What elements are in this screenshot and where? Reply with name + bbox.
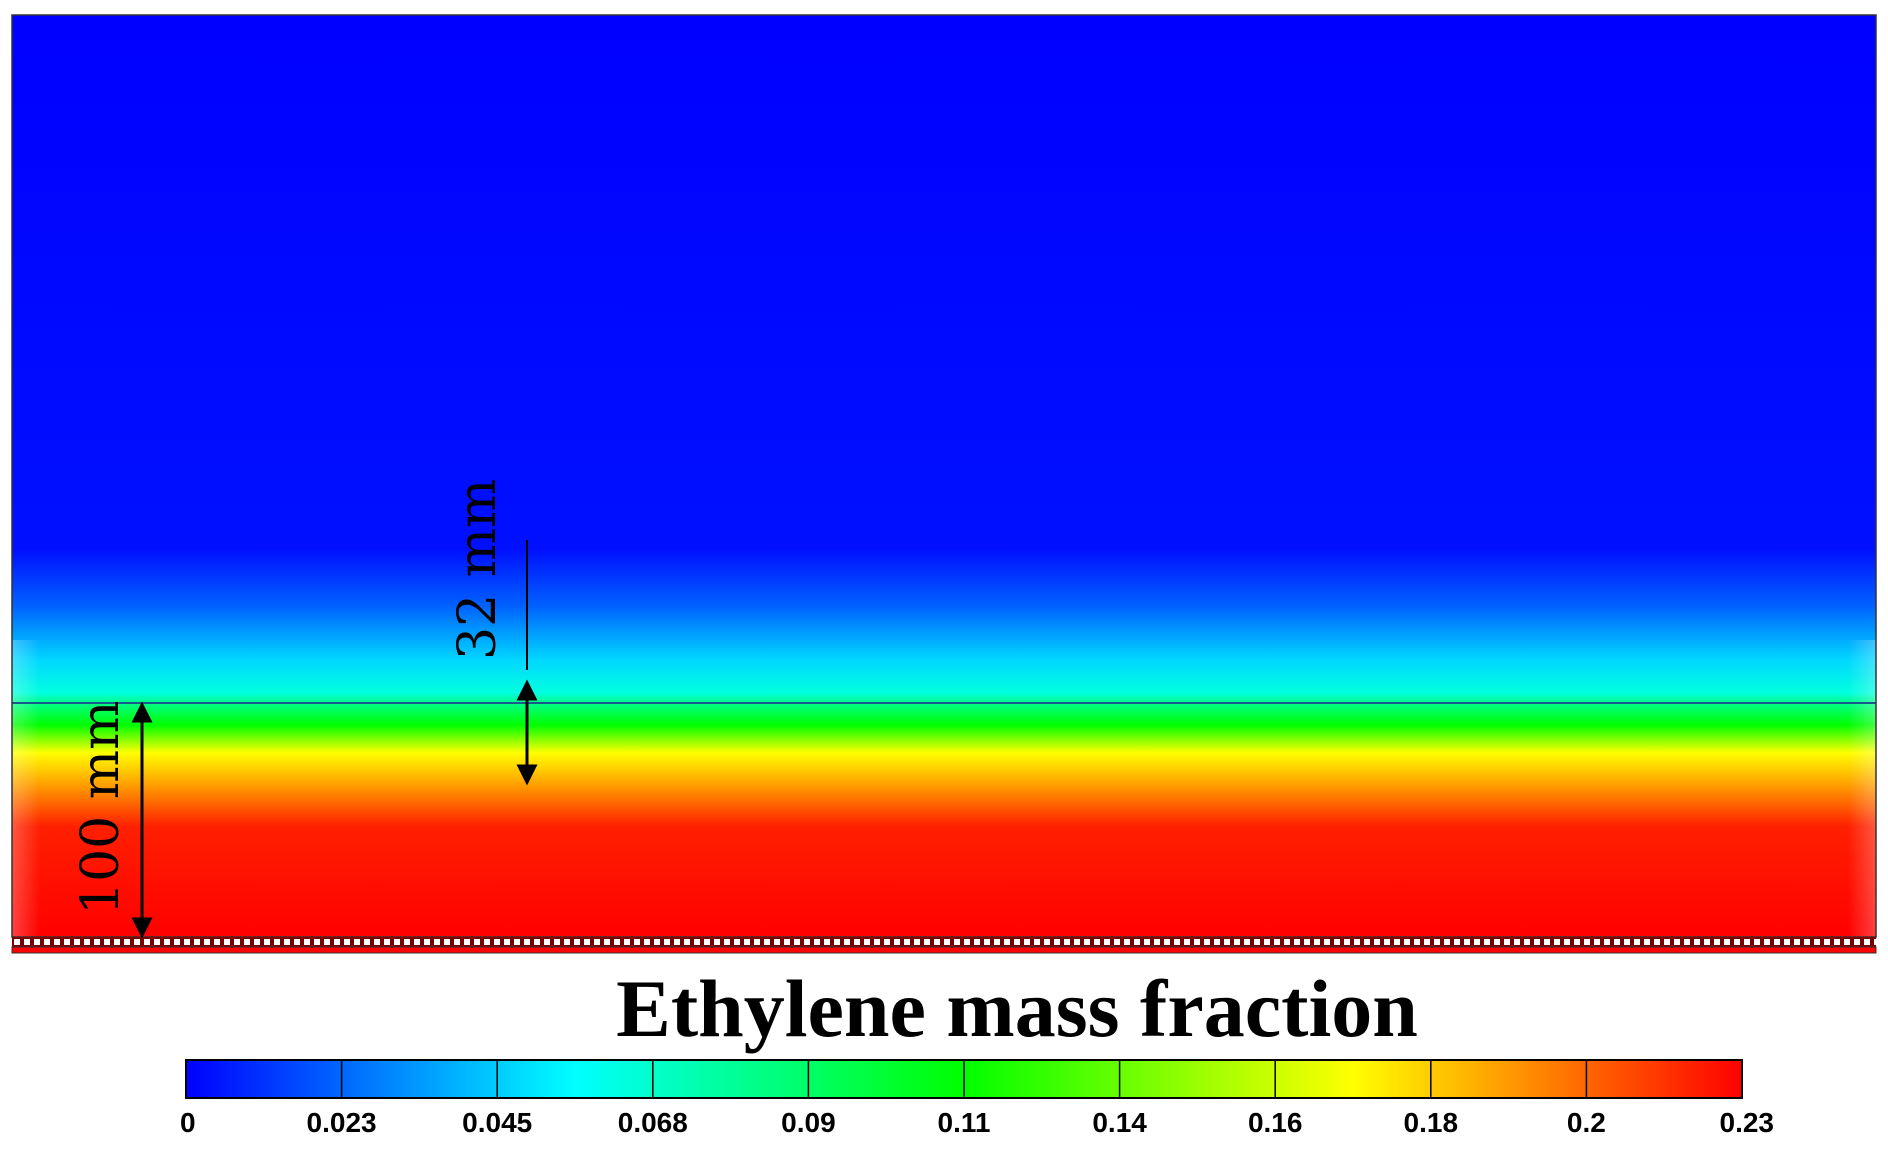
bottom-wall [11, 946, 1877, 954]
porous-plate [12, 937, 1876, 947]
colorbar-tick-label: 0.23 [1720, 1107, 1775, 1138]
right-wall-shade [1848, 640, 1876, 937]
colorbar-tick-label: 0.023 [307, 1107, 377, 1138]
colorbar-tick-label: 0.14 [1092, 1107, 1147, 1138]
dimension-32mm-label: 32 mm [448, 479, 508, 660]
colorbar-tick-label: 0.09 [781, 1107, 836, 1138]
colorbar-tick-label: 0 [180, 1107, 196, 1138]
colorbar-tick-label: 0.11 [938, 1107, 991, 1138]
contour-field-fill [12, 15, 1876, 937]
colorbar-tick-label: 0.16 [1248, 1107, 1303, 1138]
colorbar-tick-label: 0.045 [462, 1107, 532, 1138]
contour-field [11, 14, 1877, 954]
left-wall-shade [12, 640, 40, 937]
colorbar-tick-label: 0.18 [1404, 1107, 1459, 1138]
colorbar-tick-labels: 0 0.023 0.045 0.068 0.09 0.11 0.14 0.16 0.18 0.2 0… [180, 1107, 1774, 1138]
colorbar-tick-label: 0.068 [618, 1107, 688, 1138]
colorbar-dividers [340, 1060, 1588, 1098]
colorbar: 0 0.023 0.045 0.068 0.09 0.11 0.14 0.16 0.18 0.2 0… [180, 1059, 1774, 1138]
dimension-32mm: 32 mm [448, 479, 538, 786]
dimension-100mm-label: 100 mm [71, 701, 131, 915]
colorbar-tick-label: 0.2 [1567, 1107, 1606, 1138]
figure-title: Ethylene mass fraction [616, 963, 1418, 1054]
dimension-100mm: 100 mm [71, 701, 153, 939]
